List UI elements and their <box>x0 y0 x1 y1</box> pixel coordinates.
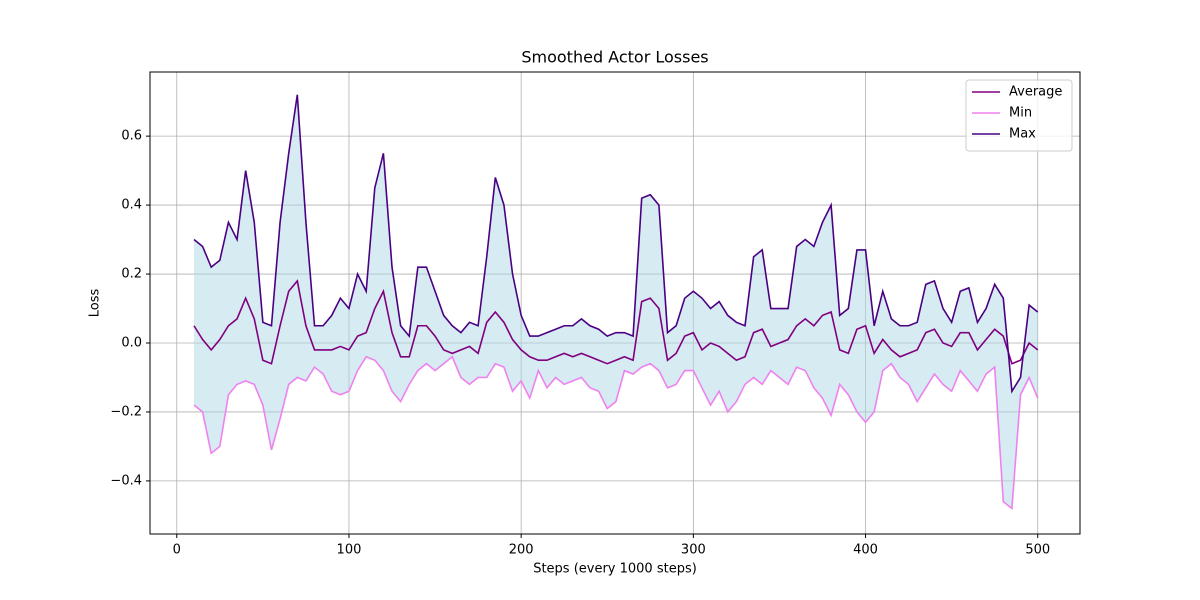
legend-label: Min <box>1009 106 1032 121</box>
x-tick-label: 500 <box>1025 543 1050 558</box>
series-line <box>193 355 1039 511</box>
y-tick-label: 0.2 <box>121 267 142 282</box>
series-line <box>193 94 1039 394</box>
x-tick-label: 300 <box>681 543 706 558</box>
axes-frame <box>149 71 1081 535</box>
y-axis-label: Loss <box>88 289 103 318</box>
y-tick-label: −0.2 <box>110 404 142 419</box>
y-tick-label: 0.6 <box>121 129 142 144</box>
plot-area <box>150 72 1080 534</box>
y-tick-label: 0.0 <box>121 335 142 350</box>
x-axis-label: Steps (every 1000 steps) <box>533 562 697 577</box>
x-tick-label: 200 <box>509 543 534 558</box>
x-tick-label: 100 <box>337 543 362 558</box>
y-tick-label: −0.4 <box>110 473 142 488</box>
legend-label: Average <box>1009 85 1062 100</box>
chart-title: Smoothed Actor Losses <box>521 48 708 67</box>
y-tick-label: 0.4 <box>121 198 142 213</box>
legend-label: Max <box>1009 127 1036 142</box>
x-tick-label: 0 <box>173 543 181 558</box>
x-tick-label: 400 <box>853 543 878 558</box>
series-line <box>193 279 1039 365</box>
